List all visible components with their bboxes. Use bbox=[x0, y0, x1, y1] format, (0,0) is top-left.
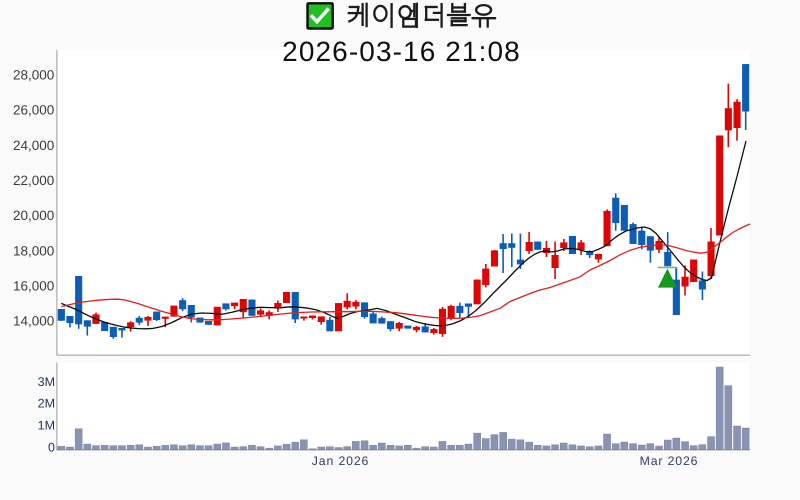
svg-text:26,000: 26,000 bbox=[13, 103, 54, 118]
svg-text:28,000: 28,000 bbox=[13, 68, 54, 83]
svg-text:20,000: 20,000 bbox=[13, 208, 54, 223]
svg-text:18,000: 18,000 bbox=[13, 243, 54, 258]
svg-text:Mar 2026: Mar 2026 bbox=[640, 454, 699, 468]
svg-text:3M: 3M bbox=[38, 375, 55, 389]
svg-text:2026-03-16 21:08: 2026-03-16 21:08 bbox=[282, 36, 521, 67]
svg-text:Jan 2026: Jan 2026 bbox=[312, 454, 369, 468]
svg-text:0: 0 bbox=[48, 440, 55, 454]
svg-text:1M: 1M bbox=[38, 419, 55, 433]
svg-text:16,000: 16,000 bbox=[13, 279, 54, 294]
svg-text:2M: 2M bbox=[38, 397, 55, 411]
svg-text:14,000: 14,000 bbox=[13, 314, 54, 329]
svg-text:24,000: 24,000 bbox=[13, 138, 54, 153]
svg-text:22,000: 22,000 bbox=[13, 173, 54, 188]
